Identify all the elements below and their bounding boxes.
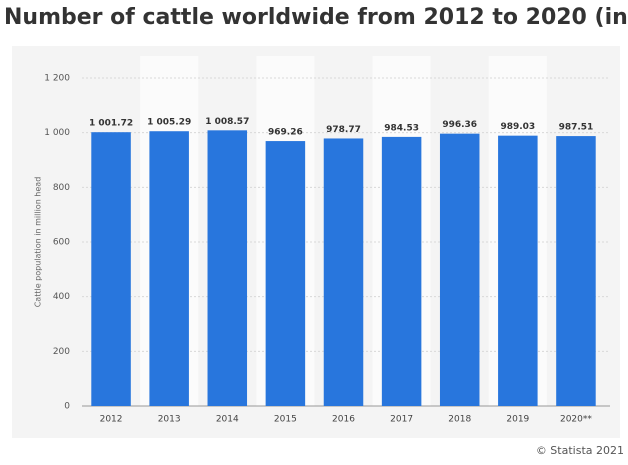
- x-tick-label: 2018: [448, 415, 471, 425]
- x-tick-label: 2012: [100, 415, 123, 425]
- value-label: 969.26: [268, 128, 303, 138]
- source: © Statista 2021: [536, 444, 624, 457]
- y-tick-label: 400: [53, 292, 70, 302]
- bar: [91, 132, 131, 406]
- y-tick-label: 200: [53, 347, 70, 357]
- y-axis-label: Cattle population in million head: [34, 177, 43, 308]
- x-tick-label: 2014: [216, 415, 239, 425]
- x-tick-label: 2019: [506, 415, 529, 425]
- x-tick-label: 2017: [390, 415, 413, 425]
- value-label: 1 001.72: [89, 119, 133, 129]
- bar: [439, 133, 480, 406]
- bar: [265, 141, 306, 406]
- bar: [323, 138, 364, 406]
- value-label: 996.36: [442, 120, 477, 130]
- value-label: 1 005.29: [147, 118, 191, 128]
- bar: [556, 136, 596, 406]
- y-tick-label: 800: [53, 183, 70, 193]
- bar: [498, 135, 538, 406]
- x-tick-label: 2013: [158, 415, 181, 425]
- x-tick-label: 2016: [332, 415, 355, 425]
- value-label: 1 008.57: [205, 117, 249, 127]
- value-label: 978.77: [326, 125, 361, 135]
- y-tick-label: 1 000: [44, 128, 70, 138]
- value-label: 989.03: [500, 122, 535, 132]
- x-tick-label: 2015: [274, 415, 297, 425]
- chart-title: Number of cattle worldwide from 2012 to …: [4, 5, 628, 30]
- bar: [381, 136, 422, 406]
- y-tick-label: 0: [64, 402, 70, 412]
- x-tick-label: 2020**: [560, 415, 592, 425]
- y-tick-label: 1 200: [44, 74, 70, 84]
- y-tick-label: 600: [53, 238, 70, 248]
- value-label: 987.51: [559, 123, 594, 133]
- bar: [149, 131, 189, 406]
- bar: [207, 130, 248, 406]
- value-label: 984.53: [384, 123, 419, 133]
